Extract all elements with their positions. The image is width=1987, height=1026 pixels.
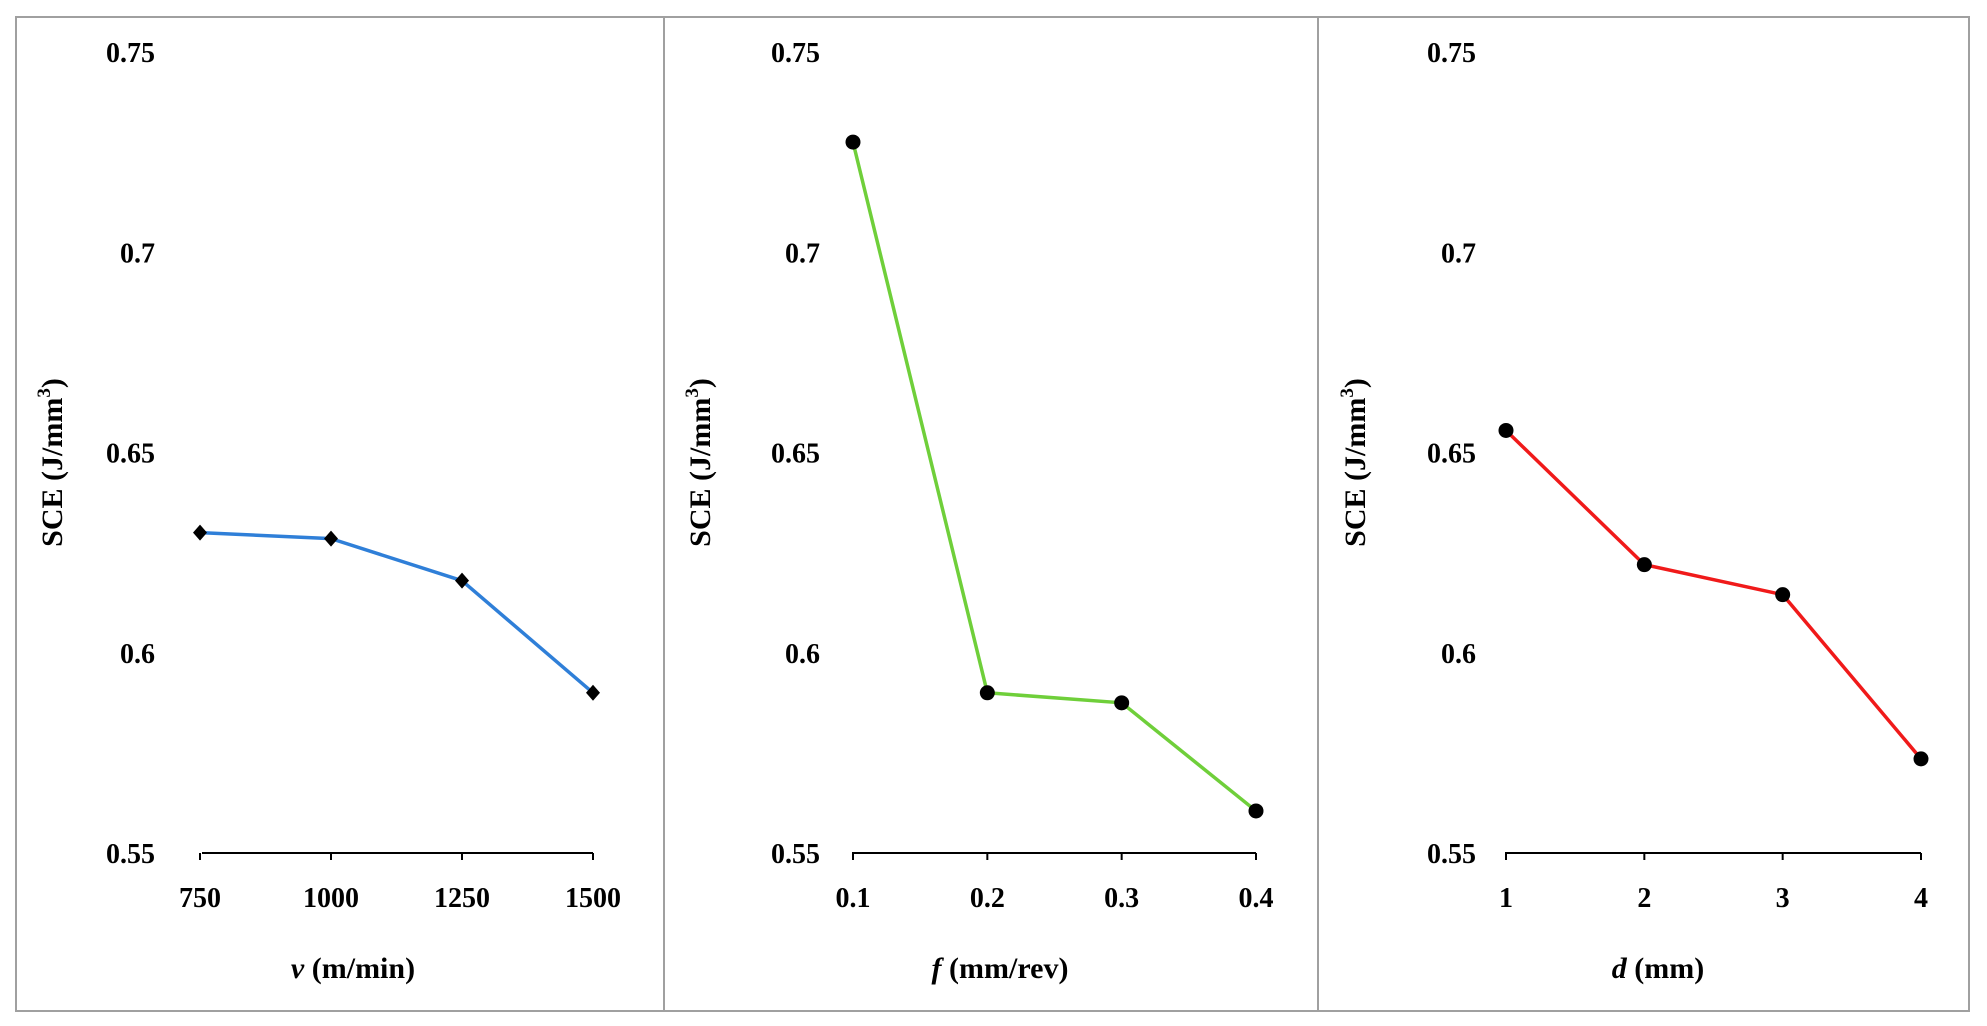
y-axis-title-text: SCE (J/mm — [684, 398, 717, 547]
series-line — [199, 530, 595, 695]
x-tick-label: 1000 — [303, 883, 359, 914]
y-tick-label: 0.75 — [106, 38, 155, 69]
y-axis-title: SCE (J/mm3) — [34, 378, 69, 547]
y-tick-label: 0.55 — [1427, 839, 1476, 870]
y-axis-title-text: SCE (J/mm — [1339, 398, 1372, 547]
data-point — [1114, 695, 1130, 711]
y-axis-title-close: ) — [1339, 378, 1372, 388]
y-axis-title: SCE (J/mm3) — [682, 378, 717, 547]
x-tick-label: 0.1 — [836, 883, 871, 914]
y-tick-label: 0.7 — [120, 238, 155, 269]
x-tick-label: 4 — [1914, 883, 1928, 914]
y-axis-title-superscript: 3 — [682, 388, 703, 398]
x-tick-label: 1250 — [434, 883, 490, 914]
x-tick-label: 1500 — [565, 883, 621, 914]
data-point — [193, 524, 207, 541]
y-tick-label: 0.65 — [1427, 439, 1476, 470]
figure-border — [15, 16, 1970, 1012]
data-point — [1636, 557, 1652, 573]
x-axis-title-variable: d — [1612, 952, 1628, 985]
y-tick-label: 0.7 — [785, 238, 820, 269]
y-axis-title-superscript: 3 — [1337, 388, 1358, 398]
data-point — [455, 572, 469, 589]
x-axis-title-variable: f — [932, 952, 945, 985]
data-point — [1775, 587, 1791, 603]
x-tick-label: 2 — [1637, 883, 1651, 914]
x-tick-label: 0.4 — [1239, 883, 1274, 914]
x-tick-label: 3 — [1776, 883, 1790, 914]
data-point — [324, 530, 338, 547]
y-tick-label: 0.65 — [106, 439, 155, 470]
series-line — [851, 141, 1258, 813]
y-axis-title-close: ) — [36, 378, 69, 388]
x-axis-title-unit: (m/min) — [304, 952, 415, 985]
x-axis-title: v (m/min) — [291, 952, 415, 985]
x-axis-title-unit: (mm/rev) — [942, 952, 1069, 985]
data-point — [1913, 751, 1929, 767]
chart-panel-2: 0.55 0.6 0.65 0.7 0.75 0.1 0.2 0.3 0.4 SCE (J/mm3… — [682, 38, 1274, 985]
x-tick-label: 750 — [179, 883, 221, 914]
data-point — [845, 134, 861, 150]
x-axis-title: d (mm) — [1612, 952, 1704, 985]
y-axis-title-text: SCE (J/mm — [36, 398, 69, 547]
y-tick-label: 0.75 — [1427, 38, 1476, 69]
y-axis-title-superscript: 3 — [34, 388, 55, 398]
data-point — [1498, 422, 1514, 438]
x-axis-title-unit: (mm) — [1627, 952, 1704, 985]
data-point — [1248, 803, 1264, 819]
y-axis-title: SCE (J/mm3) — [1337, 378, 1372, 547]
x-tick-label: 0.3 — [1104, 883, 1139, 914]
y-axis-title-close: ) — [684, 378, 717, 388]
y-tick-label: 0.55 — [771, 839, 820, 870]
x-axis-title: f (mm/rev) — [932, 952, 1069, 985]
data-point — [586, 684, 600, 701]
x-tick-label: 1 — [1499, 883, 1513, 914]
y-tick-label: 0.75 — [771, 38, 820, 69]
y-tick-label: 0.6 — [120, 639, 155, 670]
y-tick-label: 0.7 — [1441, 238, 1476, 269]
y-tick-label: 0.55 — [106, 839, 155, 870]
x-axis-title-variable: v — [291, 952, 305, 985]
y-tick-label: 0.65 — [771, 439, 820, 470]
y-tick-label: 0.6 — [1441, 639, 1476, 670]
chart-panel-1: 0.55 0.6 0.65 0.7 0.75 750 1000 1250 1500 SCE (J/… — [34, 38, 621, 985]
series-line — [1504, 429, 1923, 761]
data-point — [979, 685, 995, 701]
y-tick-label: 0.6 — [785, 639, 820, 670]
x-tick-label: 0.2 — [970, 883, 1005, 914]
